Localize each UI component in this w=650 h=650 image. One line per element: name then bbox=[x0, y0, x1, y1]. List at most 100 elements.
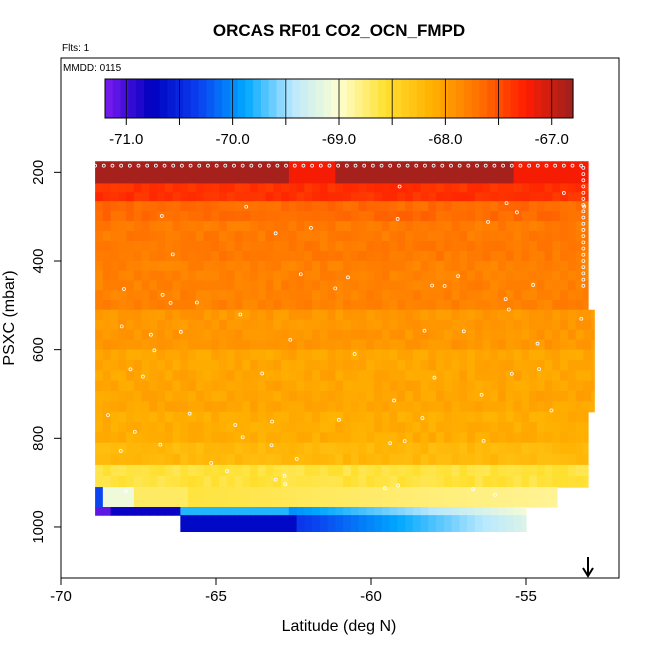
heatmap-cell bbox=[443, 172, 453, 185]
heatmap-cell bbox=[164, 319, 174, 331]
heatmap-cell bbox=[544, 359, 553, 371]
heatmap-cell bbox=[164, 300, 174, 311]
heatmap-cell bbox=[529, 300, 538, 311]
heatmap-cell bbox=[288, 319, 298, 331]
heatmap-cell bbox=[242, 487, 251, 498]
heatmap-cell bbox=[381, 401, 391, 413]
heatmap-cell bbox=[319, 270, 329, 282]
heatmap-cell bbox=[552, 487, 558, 498]
heatmap-cell bbox=[188, 453, 197, 466]
heatmap-cell bbox=[374, 475, 383, 488]
heatmap-cell bbox=[296, 192, 305, 202]
heatmap-cell bbox=[219, 411, 228, 423]
heatmap-cell bbox=[319, 411, 329, 423]
heatmap-cell bbox=[482, 183, 491, 193]
heatmap-cell bbox=[405, 329, 414, 341]
heatmap-cell bbox=[490, 201, 499, 212]
heatmap-cell bbox=[505, 251, 515, 262]
heatmap-cell bbox=[428, 442, 437, 455]
heatmap-cell bbox=[164, 211, 174, 222]
heatmap-cell bbox=[405, 251, 414, 262]
heatmap-cell bbox=[521, 380, 530, 392]
heatmap-cell bbox=[312, 231, 321, 242]
heatmap-cell bbox=[250, 523, 259, 533]
heatmap-cell bbox=[110, 339, 119, 351]
heatmap-cell bbox=[560, 260, 569, 272]
heatmap-cell bbox=[110, 391, 119, 402]
heatmap-cell bbox=[343, 192, 352, 202]
heatmap-cell bbox=[405, 487, 414, 498]
heatmap-cell bbox=[529, 319, 538, 331]
heatmap-cell bbox=[343, 391, 352, 402]
heatmap-cell bbox=[164, 497, 174, 508]
sample-marker bbox=[352, 352, 357, 356]
x-axis-label: Latitude (deg N) bbox=[282, 618, 397, 635]
heatmap-cell bbox=[265, 453, 274, 466]
colorbar-swatch bbox=[144, 79, 153, 118]
heatmap-cell bbox=[203, 192, 212, 202]
chart-title: ORCAS RF01 CO2_OCN_FMPD bbox=[213, 21, 465, 40]
heatmap-cell bbox=[374, 370, 383, 382]
heatmap-cell bbox=[157, 391, 166, 402]
sample-marker bbox=[101, 163, 106, 168]
heatmap-cells bbox=[95, 161, 595, 533]
heatmap-cell bbox=[459, 231, 468, 242]
heatmap-cell bbox=[319, 523, 329, 533]
heatmap-cell bbox=[281, 401, 290, 413]
heatmap-cell bbox=[521, 183, 530, 193]
heatmap-cell bbox=[226, 515, 236, 524]
heatmap-cell bbox=[327, 251, 336, 262]
heatmap-cell bbox=[211, 370, 220, 382]
heatmap-cell bbox=[374, 380, 383, 392]
heatmap-cell bbox=[467, 183, 476, 193]
heatmap-cell bbox=[575, 442, 584, 455]
sample-marker bbox=[442, 284, 447, 288]
heatmap-cell bbox=[102, 401, 112, 413]
heatmap-cell bbox=[459, 411, 468, 423]
heatmap-cell bbox=[226, 411, 236, 423]
heatmap-cell bbox=[195, 475, 205, 488]
heatmap-cell bbox=[164, 183, 174, 193]
heatmap-cell bbox=[343, 309, 352, 321]
heatmap-cell bbox=[529, 280, 538, 291]
heatmap-cell bbox=[575, 411, 584, 423]
heatmap-cell bbox=[126, 201, 135, 212]
heatmap-cell bbox=[412, 183, 422, 193]
heatmap-cell bbox=[327, 319, 336, 331]
heatmap-cell bbox=[335, 380, 344, 392]
heatmap-cell bbox=[226, 221, 236, 232]
heatmap-cell bbox=[133, 201, 143, 212]
heatmap-cell bbox=[420, 280, 429, 291]
heatmap-cell bbox=[172, 309, 181, 321]
heatmap-cell bbox=[141, 270, 150, 282]
heatmap-cell bbox=[428, 231, 437, 242]
heatmap-cell bbox=[172, 370, 181, 382]
heatmap-cell bbox=[312, 211, 321, 222]
heatmap-cell bbox=[102, 309, 112, 321]
colorbar-swatch bbox=[261, 79, 270, 118]
heatmap-cell bbox=[273, 422, 282, 433]
heatmap-cell bbox=[544, 270, 553, 282]
heatmap-cell bbox=[250, 290, 259, 301]
heatmap-cell bbox=[242, 422, 251, 433]
heatmap-cell bbox=[552, 359, 561, 371]
colorbar-swatch bbox=[502, 79, 512, 118]
heatmap-cell bbox=[172, 201, 181, 212]
heatmap-cell bbox=[319, 497, 329, 508]
heatmap-cell bbox=[172, 270, 181, 282]
heatmap-cell bbox=[583, 339, 592, 351]
sample-marker bbox=[152, 348, 157, 353]
heatmap-cell bbox=[118, 359, 127, 371]
heatmap-cell bbox=[141, 359, 150, 371]
sample-marker bbox=[124, 489, 128, 494]
heatmap-cell bbox=[583, 380, 592, 392]
heatmap-cell bbox=[126, 380, 135, 392]
heatmap-cell bbox=[141, 290, 150, 301]
sample-marker bbox=[206, 163, 210, 168]
heatmap-cell bbox=[172, 380, 181, 392]
heatmap-cell bbox=[412, 241, 422, 252]
heatmap-cell bbox=[265, 251, 274, 262]
heatmap-cell bbox=[536, 453, 546, 466]
heatmap-cell bbox=[420, 201, 429, 212]
heatmap-cell bbox=[335, 359, 344, 371]
